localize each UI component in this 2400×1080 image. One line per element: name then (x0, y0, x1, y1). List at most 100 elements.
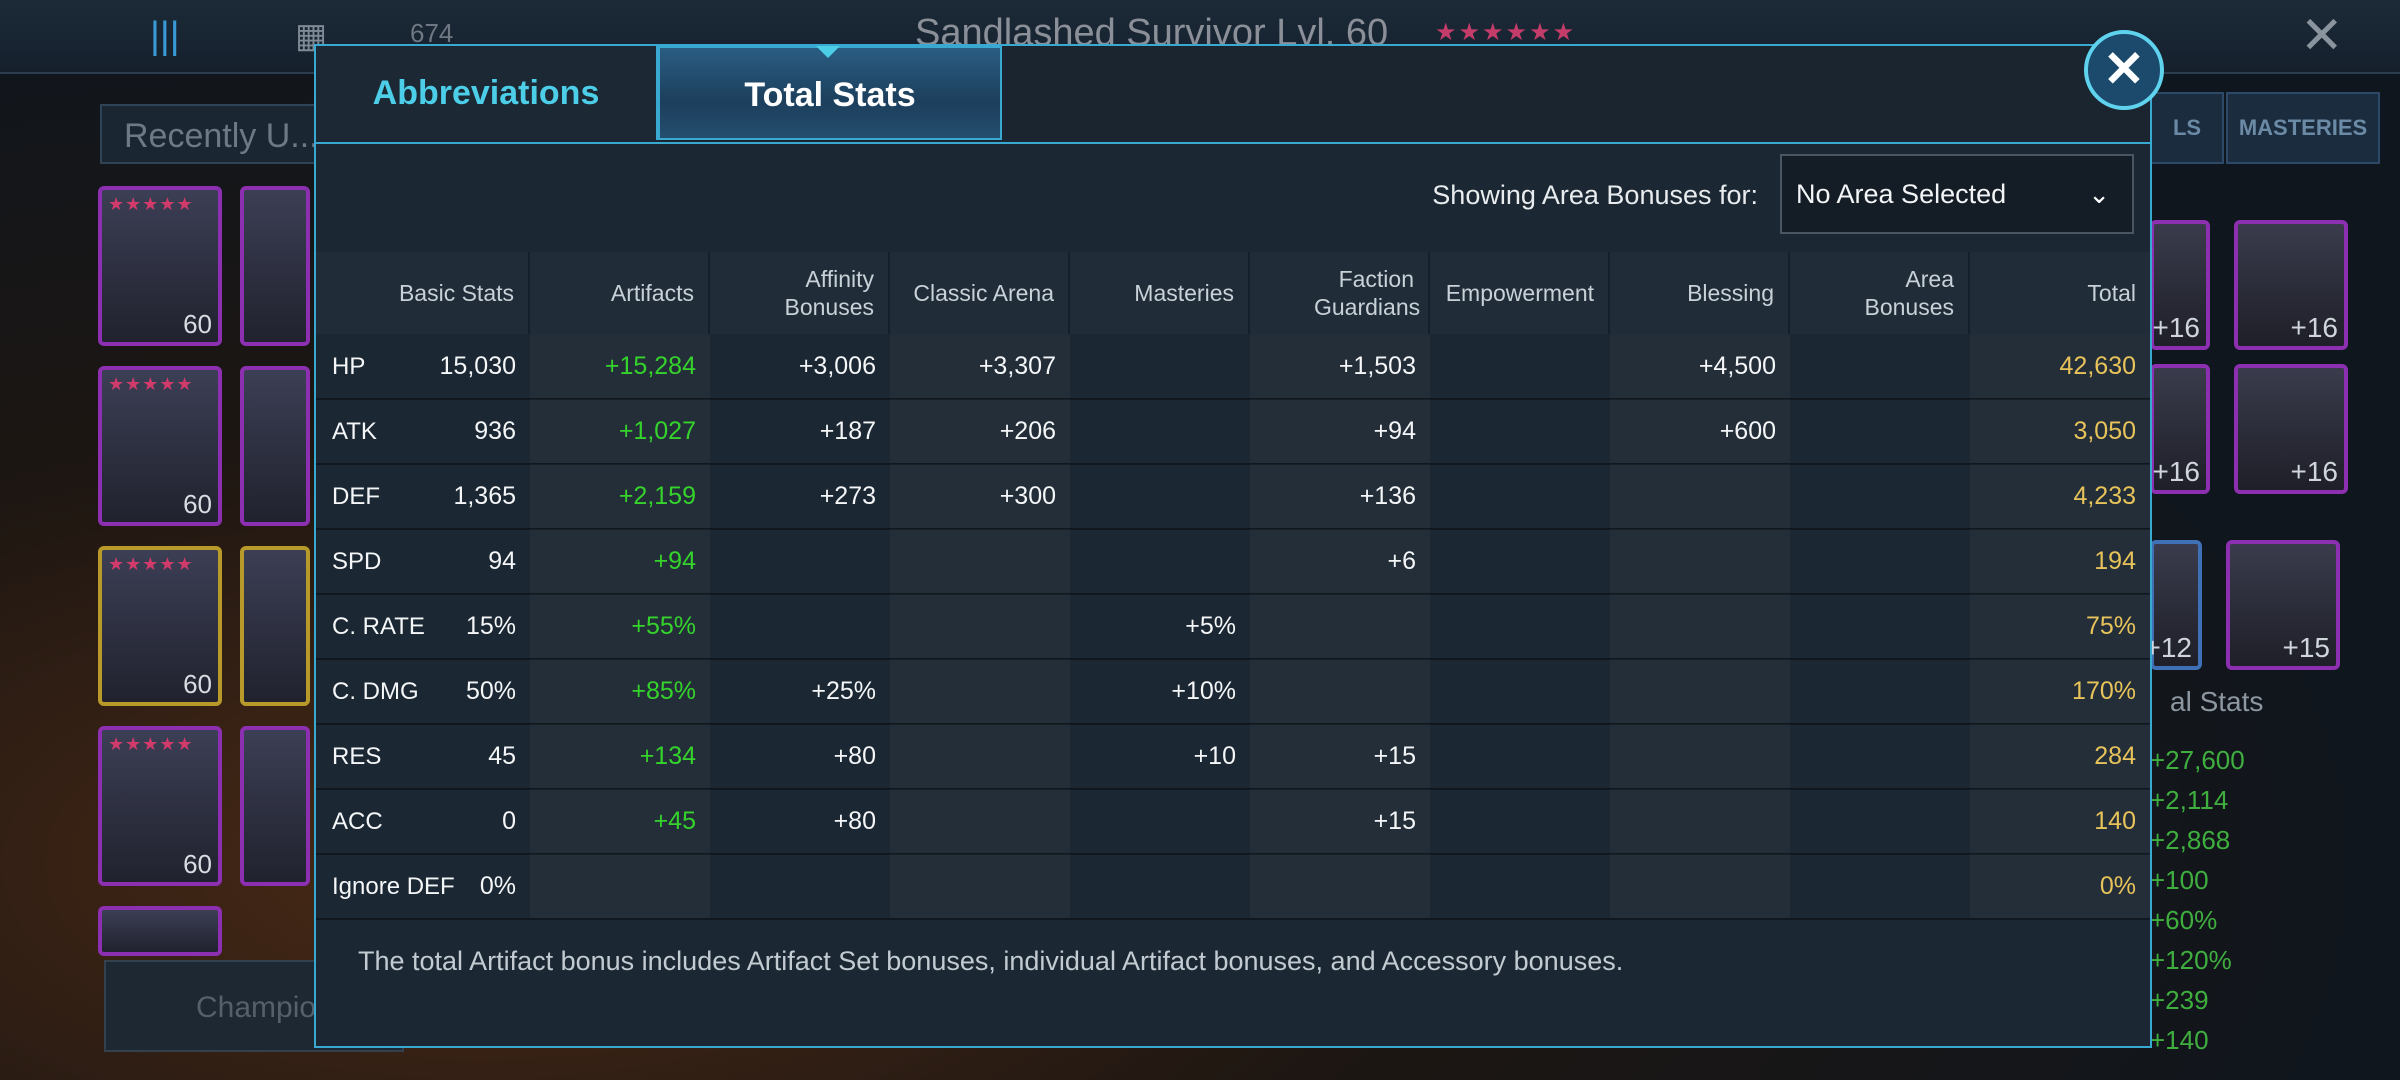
tab-skills[interactable]: LS (2150, 92, 2224, 164)
column-header: Basic Stats (316, 252, 530, 334)
star-icon: ★★★★★ (108, 374, 194, 394)
table-row: HP 15,030 +15,284 +3,006 +3,307 +1,503 +4,500 4… (316, 334, 2150, 399)
table-row: ACC 0 +45 +80 +15 140 (316, 789, 2150, 854)
artifacts-value (530, 854, 710, 919)
tab-abbreviations[interactable]: Abbreviations (316, 46, 658, 140)
affinity-value: +187 (819, 417, 876, 445)
artifact-level: +16 (2152, 312, 2201, 343)
champion-card[interactable]: ★★★★★ 60 (98, 186, 222, 346)
basic-stat-value: 1,365 (453, 482, 516, 510)
total-value: 75% (1970, 594, 2150, 659)
area-select[interactable]: No Area Selected ⌄ (1780, 154, 2134, 234)
artifacts-value: +94 (530, 529, 710, 594)
masteries-value (1070, 334, 1250, 399)
stat-name: HP (332, 353, 366, 380)
artifacts-value: +1,027 (530, 399, 710, 464)
stat-value: +27,600 (2150, 745, 2245, 775)
table-row: C. DMG 50% +85% +25% +10% 170% (316, 659, 2150, 724)
affinity-value (710, 594, 890, 659)
accessory-slot[interactable]: +15 (2226, 540, 2340, 670)
empowerment-value (1430, 334, 1610, 399)
masteries-value (1070, 854, 1250, 919)
artifact-level: +16 (2290, 312, 2339, 343)
column-header: Empowerment (1430, 252, 1610, 334)
blessing-value (1610, 594, 1790, 659)
empowerment-value (1430, 789, 1610, 854)
champion-card[interactable] (240, 186, 310, 346)
sort-dropdown[interactable]: Recently U... (100, 104, 322, 164)
column-header: Total (2087, 280, 2136, 306)
affinity-value: +80 (833, 742, 876, 770)
affinity-value: +25% (811, 677, 876, 705)
close-icon[interactable]: ✕ (2300, 7, 2344, 65)
tab-masteries[interactable]: MASTERIES (2226, 92, 2380, 164)
stat-name: RES (332, 743, 382, 770)
affinity-value: +80 (833, 807, 876, 835)
menu-icon[interactable]: ||| (150, 15, 180, 57)
champion-card[interactable] (240, 366, 310, 526)
champion-level: 60 (183, 669, 212, 699)
star-icon: ★★★★★ (108, 734, 194, 754)
blessing-value (1610, 659, 1790, 724)
close-icon: ✕ (2103, 41, 2145, 97)
empowerment-value (1430, 854, 1610, 919)
total-value: 3,050 (1970, 399, 2150, 464)
area-value (1790, 529, 1970, 594)
stat-value: +2,868 (2150, 825, 2231, 855)
row-divider (316, 463, 2150, 465)
accessory-slot[interactable]: +12 (2145, 540, 2202, 670)
arena-value: +206 (890, 399, 1070, 464)
affinity-value: +273 (819, 482, 876, 510)
basic-stat-value: 0% (479, 872, 516, 900)
artifact-slot[interactable]: +16 (2234, 220, 2348, 350)
champion-card[interactable]: ★★★★★ 60 (98, 546, 222, 706)
blessing-value (1610, 529, 1790, 594)
footer-note: The total Artifact bonus includes Artifa… (358, 946, 1624, 976)
faction-value (1250, 594, 1430, 659)
arena-value (890, 724, 1070, 789)
area-value (1790, 399, 1970, 464)
row-divider (316, 788, 2150, 790)
stat-name: ACC (332, 808, 383, 835)
faction-value: +136 (1250, 464, 1430, 529)
stat-name: C. DMG (332, 678, 419, 705)
currency-count: 674 (410, 18, 454, 48)
active-tab-indicator (816, 46, 840, 58)
basic-stat-value: 50% (465, 677, 516, 705)
tab-total-stats[interactable]: Total Stats (658, 46, 1002, 140)
area-value (1790, 334, 1970, 399)
artifact-slot[interactable]: +16 (2234, 364, 2348, 494)
champion-card[interactable] (98, 906, 222, 956)
row-divider (316, 723, 2150, 725)
faction-value: +94 (1250, 399, 1430, 464)
faction-value: +1,503 (1250, 334, 1430, 399)
blessing-value (1610, 789, 1790, 854)
arena-value: +300 (890, 464, 1070, 529)
artifacts-value: +45 (530, 789, 710, 854)
champion-card[interactable]: ★★★★★ 60 (98, 726, 222, 886)
blessing-value: +600 (1610, 399, 1790, 464)
table-row: C. RATE 15% +55% +5% 75% (316, 594, 2150, 659)
arena-value (890, 854, 1070, 919)
blessing-value (1610, 724, 1790, 789)
champion-card[interactable] (240, 726, 310, 886)
artifact-slot[interactable]: +16 (2150, 220, 2210, 350)
stat-name: ATK (332, 418, 377, 445)
table-row: DEF 1,365 +2,159 +273 +300 +136 4,233 (316, 464, 2150, 529)
stat-cell: RES 45 (316, 724, 530, 789)
champion-card[interactable] (240, 546, 310, 706)
arena-value (890, 529, 1070, 594)
total-value: 42,630 (1970, 334, 2150, 399)
artifacts-value: +134 (530, 724, 710, 789)
stat-name: C. RATE (332, 613, 425, 640)
champion-card[interactable]: ★★★★★ 60 (98, 366, 222, 526)
stat-value: +140 (2150, 1025, 2209, 1055)
artifact-slot[interactable]: +16 (2150, 364, 2210, 494)
artifact-level: +16 (2152, 456, 2201, 487)
close-button[interactable]: ✕ (2084, 30, 2164, 110)
total-value: 0% (1970, 854, 2150, 919)
area-value (1790, 854, 1970, 919)
artifact-level: +16 (2290, 456, 2339, 487)
column-header: Artifacts (530, 252, 710, 334)
blessing-value: +4,500 (1610, 334, 1790, 399)
